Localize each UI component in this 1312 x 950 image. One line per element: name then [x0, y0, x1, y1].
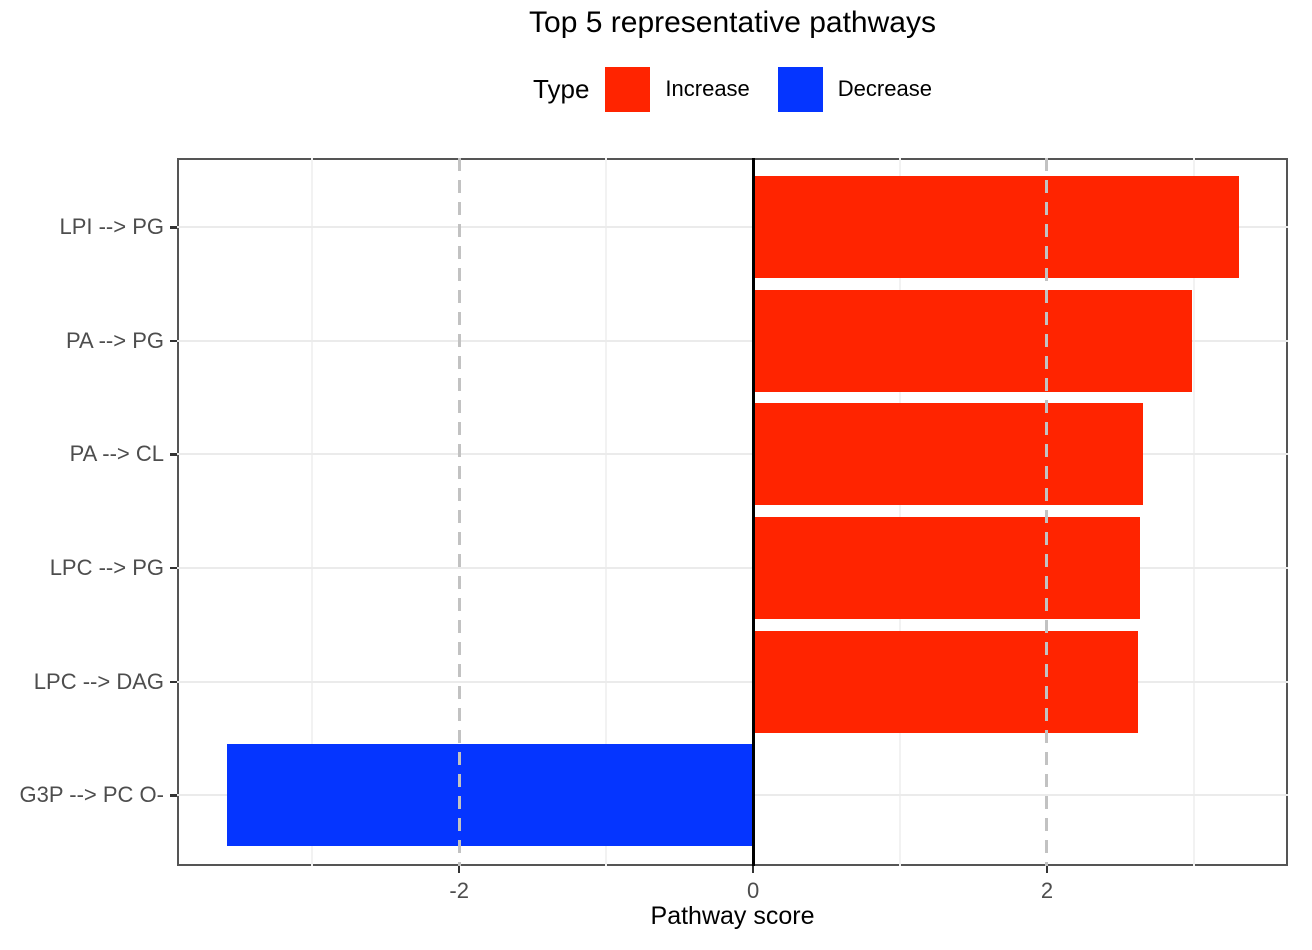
y-tick-mark [170, 566, 177, 570]
legend: Type Increase Decrease [177, 64, 1288, 114]
y-axis-label: PA --> CL [69, 441, 164, 467]
gridline-major-horizontal [177, 226, 1288, 229]
legend-swatch-increase [605, 66, 651, 112]
gridline-major-horizontal [177, 680, 1288, 683]
gridline-major-horizontal [177, 566, 1288, 569]
gridline-minor-vertical [605, 158, 607, 866]
x-tick-mark [1045, 866, 1049, 873]
y-axis-label: LPC --> PG [49, 554, 164, 580]
gridline-minor-vertical [1193, 158, 1195, 866]
chart-title: Top 5 representative pathways [529, 6, 936, 39]
legend-entries: Increase Decrease [605, 66, 932, 112]
legend-entry-increase: Increase [605, 66, 750, 112]
y-axis-label: LPC --> DAG [33, 668, 164, 694]
reference-line-dashed [457, 158, 461, 866]
legend-swatch-decrease [777, 66, 823, 112]
y-tick-mark [170, 794, 177, 797]
bar-lpc-pg [753, 516, 1140, 619]
y-tick-mark [170, 339, 177, 343]
bar-lpi-pg [753, 176, 1240, 279]
bar-g3p-pc-o [226, 744, 754, 847]
legend-label-decrease: Decrease [837, 76, 932, 101]
legend-title: Type [533, 73, 590, 104]
bar-pa-cl [753, 403, 1143, 506]
x-tick-mark [457, 866, 461, 873]
x-tick-label: 0 [746, 878, 760, 903]
bar-pa-pg [753, 289, 1193, 392]
y-tick-mark [170, 226, 177, 229]
x-axis-title: Pathway score [650, 902, 815, 930]
x-tick-mark [751, 866, 755, 873]
y-axis-label: G3P --> PC O- [19, 782, 164, 808]
bar-lpc-dag [753, 630, 1139, 733]
gridline-major-horizontal [177, 453, 1288, 456]
gridline-minor-vertical [899, 158, 901, 866]
x-tick-label: 2 [1040, 878, 1054, 903]
y-tick-mark [170, 680, 177, 684]
reference-line-dashed [1045, 158, 1049, 866]
zero-line [751, 158, 755, 866]
gridline-major-horizontal [177, 339, 1288, 342]
legend-label-increase: Increase [665, 76, 750, 101]
y-axis-label: PA --> PG [65, 327, 164, 353]
gridline-minor-vertical [311, 158, 313, 866]
y-axis-label: LPI --> PG [59, 214, 164, 240]
legend-entry-decrease: Decrease [777, 66, 932, 112]
x-tick-label: -2 [449, 878, 469, 903]
y-tick-mark [170, 453, 177, 456]
